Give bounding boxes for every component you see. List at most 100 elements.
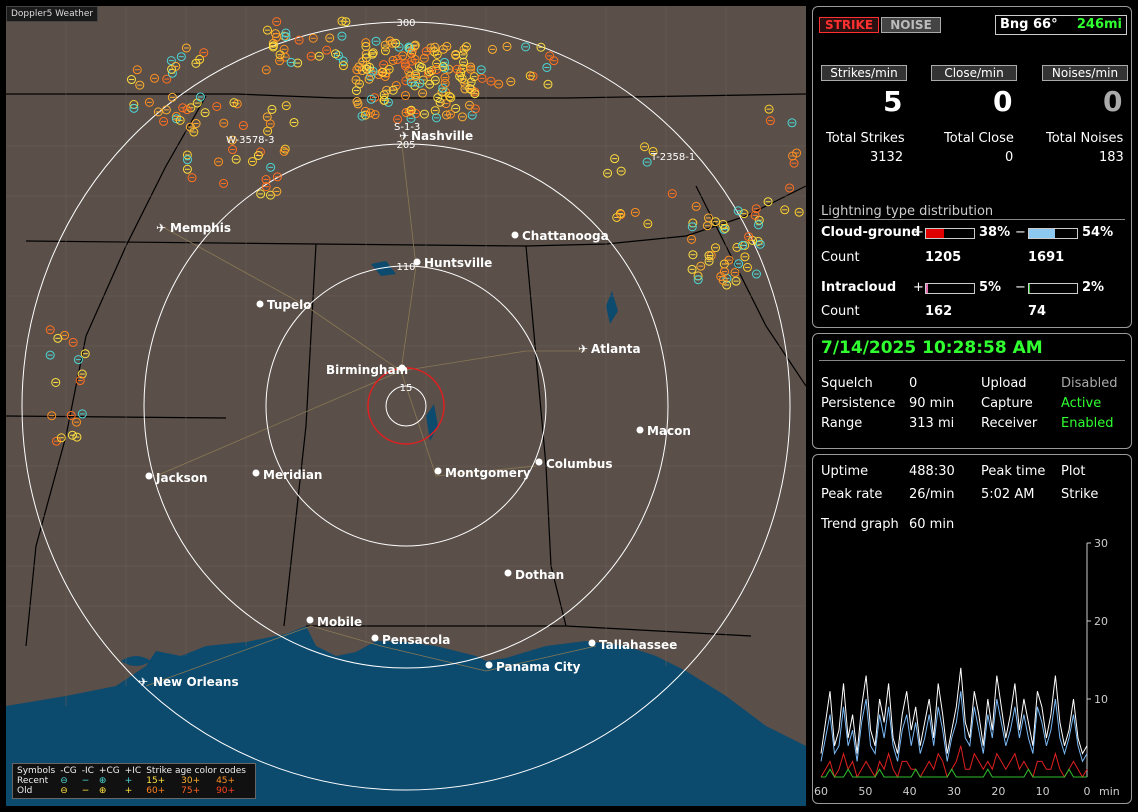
city-label: Huntsville: [424, 256, 492, 270]
city-label: Tupelo: [267, 298, 312, 312]
uptime-label: Uptime: [821, 464, 869, 479]
strike-symbol: [610, 154, 620, 164]
strike-symbol: [603, 168, 613, 178]
city-label: Memphis: [170, 221, 231, 235]
close-per-min-label: Close/min: [931, 65, 1017, 81]
strike-symbol: [691, 201, 701, 211]
trend-y-tick: 10: [1094, 693, 1108, 706]
trend-graph-label: Trend graph: [821, 517, 899, 532]
legend-age-title: Strike age color codes: [146, 766, 246, 776]
datetime-divider: [819, 360, 1125, 361]
receiver-value: Enabled: [1061, 416, 1114, 431]
strike-symbol: [253, 150, 263, 160]
strike-symbol: [129, 103, 139, 113]
strike-symbol: [438, 62, 448, 72]
cg-negative-bar: [1028, 228, 1078, 239]
gulf-water: [6, 626, 806, 806]
strike-symbol: [414, 61, 424, 71]
strike-symbol: [75, 376, 85, 386]
trend-panel: Uptime 488:30 Peak time Plot Peak rate 2…: [812, 454, 1132, 804]
strike-symbol: [144, 97, 154, 107]
city-label: Chattanooga: [522, 229, 609, 243]
strike-symbol: [289, 117, 299, 127]
distribution-divider: [819, 219, 1125, 220]
strike-mode-button[interactable]: STRIKE: [819, 17, 879, 33]
city-atlanta-airport-icon: ✈: [578, 342, 588, 356]
strike-symbol: [719, 267, 729, 277]
bearing-value: Bng 66°: [1000, 17, 1058, 32]
strikes-per-min-label: Strikes/min: [821, 65, 907, 81]
strike-symbol: [166, 56, 176, 66]
total-strikes-label: Total Strikes: [826, 131, 905, 146]
trend-x-tick: 10: [1036, 785, 1050, 798]
noise-mode-button[interactable]: NOISE: [881, 17, 941, 33]
plot-value: Strike: [1061, 487, 1099, 502]
ic-negative-bar: [1028, 283, 1078, 294]
strike-symbol: [418, 88, 428, 98]
strike-symbol: [56, 433, 66, 443]
map-canvas[interactable]: 15 110 205 300 W-3578-3 T-2358-1 S-1-3 ✈…: [6, 6, 806, 806]
strike-symbol: [247, 156, 257, 166]
strike-symbol: [667, 189, 677, 199]
strike-symbol: [459, 44, 469, 54]
strike-symbol: [266, 162, 276, 172]
legend-header: +IC: [124, 766, 142, 776]
strike-symbol: [545, 51, 555, 61]
strike-symbol: [418, 75, 428, 85]
strike-symbol: [338, 61, 348, 71]
strike-symbol: [231, 154, 241, 164]
strike-symbol: [337, 31, 347, 41]
strike-symbol: [293, 58, 303, 68]
strike-symbol: [750, 210, 760, 220]
strike-symbol: [719, 224, 729, 234]
total-strikes-value: 3132: [870, 150, 904, 165]
trend-graph-value: 60 min: [909, 517, 955, 532]
distance-value: 246mi: [1076, 17, 1122, 32]
ic-negative-pct: 2%: [1082, 280, 1105, 295]
strike-symbol: [648, 146, 658, 156]
strike-symbol: [66, 410, 76, 420]
strike-symbol: [794, 207, 804, 217]
city-label: Macon: [647, 424, 691, 438]
legend-row-label: Old: [17, 786, 33, 796]
noises-per-min-label: Noises/min: [1042, 65, 1128, 81]
strike-symbol: [153, 107, 163, 117]
strike-symbol: [703, 213, 713, 223]
strike-symbol: [401, 61, 411, 71]
range-label: Range: [821, 416, 863, 431]
neg-cg-recent-icon: ⊖: [60, 776, 68, 786]
strike-symbol: [261, 182, 271, 192]
strike-symbol: [272, 172, 282, 182]
strike-symbol: [199, 48, 209, 58]
strike-symbol: [159, 116, 169, 126]
neg-cg-old-icon: ⊖: [60, 786, 68, 796]
upload-label: Upload: [981, 376, 1027, 391]
trend-series-line: [820, 691, 1088, 763]
city-label: Atlanta: [591, 342, 641, 356]
strike-symbol: [451, 103, 461, 113]
trend-x-tick: 30: [947, 785, 961, 798]
strike-symbol: [421, 47, 431, 57]
strike-symbol: [438, 83, 448, 93]
strike-symbol: [744, 232, 754, 242]
capture-value: Active: [1061, 396, 1102, 411]
strike-symbol: [739, 209, 749, 219]
legend-symbols-label: Symbols: [17, 766, 56, 776]
strike-symbol: [452, 64, 462, 74]
strike-symbol: [286, 57, 296, 67]
app-title: Doppler5 Weather: [6, 6, 99, 22]
plot-label: Plot: [1061, 464, 1086, 479]
squelch-label: Squelch: [821, 376, 873, 391]
strike-symbol: [385, 36, 395, 46]
current-datetime: 7/14/2025 10:28:58 AM: [821, 338, 1043, 358]
strike-symbol: [401, 76, 411, 86]
trend-x-tick: 50: [858, 785, 872, 798]
trend-series-line: [820, 667, 1088, 755]
strike-symbol: [366, 94, 376, 104]
strike-symbol: [753, 236, 763, 246]
strike-symbol: [765, 116, 775, 126]
lightning-map[interactable]: 15 110 205 300 W-3578-3 T-2358-1 S-1-3 ✈…: [6, 6, 806, 806]
strike-symbol: [393, 114, 403, 124]
strike-symbol: [411, 71, 421, 81]
strike-symbol: [379, 90, 389, 100]
